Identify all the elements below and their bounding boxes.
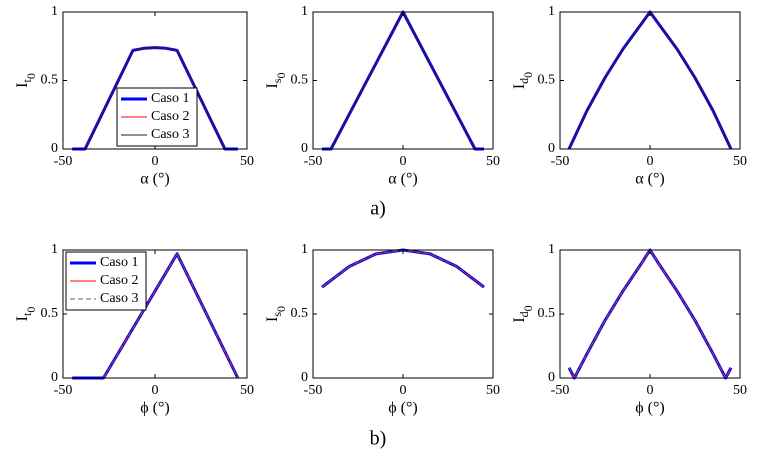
- legend-label: Caso 2: [100, 273, 139, 288]
- y-tick-label: 0.5: [41, 306, 59, 321]
- y-tick-label: 1: [51, 4, 58, 19]
- x-axis-label: α (°): [635, 171, 664, 188]
- y-tick-label: 0: [548, 141, 555, 156]
- series-line: [568, 11, 732, 150]
- y-axis-label-part: 0: [521, 305, 535, 311]
- y-axis-label-part: I: [511, 84, 528, 89]
- y-tick-label: 0.5: [291, 73, 309, 88]
- y-axis-label: It0: [14, 73, 38, 88]
- x-tick-label: 50: [733, 383, 747, 398]
- x-tick-label: 50: [733, 154, 747, 169]
- y-tick-label: 1: [548, 4, 555, 19]
- legend-label: Caso 2: [151, 109, 190, 124]
- x-tick-label: -50: [551, 383, 570, 398]
- x-tick-label: -50: [304, 383, 323, 398]
- y-axis-label-part: I: [264, 83, 281, 88]
- y-axis-label-part: d: [517, 78, 531, 84]
- x-tick-label: 50: [486, 154, 500, 169]
- series-line: [72, 47, 238, 150]
- series-line: [322, 11, 484, 150]
- y-axis-label-part: I: [14, 316, 31, 321]
- y-tick-label: 0.5: [291, 306, 309, 321]
- axes-box: [559, 249, 741, 379]
- series-line: [568, 11, 732, 150]
- y-tick-label: 0: [51, 141, 58, 156]
- x-tick-label: -50: [551, 154, 570, 169]
- y-axis-label: It0: [14, 307, 38, 322]
- y-axis-label-part: d: [517, 311, 531, 317]
- caption: a): [370, 198, 386, 220]
- x-axis-label: ϕ (°): [388, 400, 417, 417]
- series-line: [322, 11, 484, 150]
- x-tick-label: 50: [240, 383, 254, 398]
- axes-box: [312, 249, 494, 379]
- y-tick-label: 0.5: [41, 73, 59, 88]
- y-axis-label-part: t: [20, 79, 34, 83]
- y-tick-label: 0.5: [538, 73, 556, 88]
- y-tick-label: 1: [301, 242, 308, 257]
- y-tick-label: 1: [301, 4, 308, 19]
- x-tick-label: 50: [486, 383, 500, 398]
- y-tick-label: 1: [548, 242, 555, 257]
- y-axis-label-part: 0: [24, 307, 38, 313]
- y-tick-label: 0: [301, 141, 308, 156]
- y-tick-label: 0: [51, 370, 58, 385]
- y-axis-label-part: s: [270, 312, 284, 317]
- x-tick-label: -50: [304, 154, 323, 169]
- series-line: [567, 10, 733, 150]
- x-tick-label: 0: [400, 154, 407, 169]
- y-axis-label: Id0: [511, 72, 535, 89]
- y-tick-label: 0.5: [538, 306, 556, 321]
- legend-label: Caso 1: [151, 91, 190, 106]
- x-tick-label: 0: [647, 154, 654, 169]
- legend-label: Caso 3: [151, 127, 190, 142]
- x-tick-label: 0: [152, 383, 159, 398]
- legend-label: Caso 3: [100, 291, 139, 306]
- y-axis-label-part: s: [270, 78, 284, 83]
- x-axis-label: α (°): [388, 171, 417, 188]
- series-line: [321, 249, 485, 288]
- y-axis-label-part: t: [20, 312, 34, 316]
- x-tick-label: 50: [240, 154, 254, 169]
- y-axis-label: Is0: [264, 73, 288, 89]
- series-line: [568, 249, 732, 379]
- x-axis-label: α (°): [140, 171, 169, 188]
- legend-label: Caso 1: [100, 255, 139, 270]
- x-tick-label: -50: [54, 154, 73, 169]
- x-tick-label: 0: [647, 383, 654, 398]
- series-line: [567, 248, 733, 380]
- y-axis-label-part: I: [264, 317, 281, 322]
- axes-box: [312, 11, 494, 150]
- y-axis-label-part: 0: [274, 73, 288, 79]
- y-axis-label-part: I: [14, 83, 31, 88]
- caption: b): [370, 428, 387, 450]
- series-line: [322, 10, 484, 151]
- series-line: [568, 249, 732, 379]
- y-tick-label: 1: [51, 242, 58, 257]
- y-axis-label-part: 0: [521, 72, 535, 78]
- y-tick-label: 0: [301, 370, 308, 385]
- x-axis-label: ϕ (°): [635, 400, 664, 417]
- y-tick-label: 0: [548, 370, 555, 385]
- y-axis-label-part: 0: [24, 73, 38, 79]
- x-tick-label: 0: [400, 383, 407, 398]
- series-line: [72, 253, 239, 379]
- y-axis-label-part: I: [511, 317, 528, 322]
- x-tick-label: 0: [152, 154, 159, 169]
- y-axis-label: Is0: [264, 306, 288, 322]
- axes-box: [559, 11, 741, 150]
- y-axis-label: Id0: [511, 305, 535, 322]
- y-axis-label-part: 0: [274, 306, 288, 312]
- x-tick-label: -50: [54, 383, 73, 398]
- x-axis-label: ϕ (°): [140, 400, 169, 417]
